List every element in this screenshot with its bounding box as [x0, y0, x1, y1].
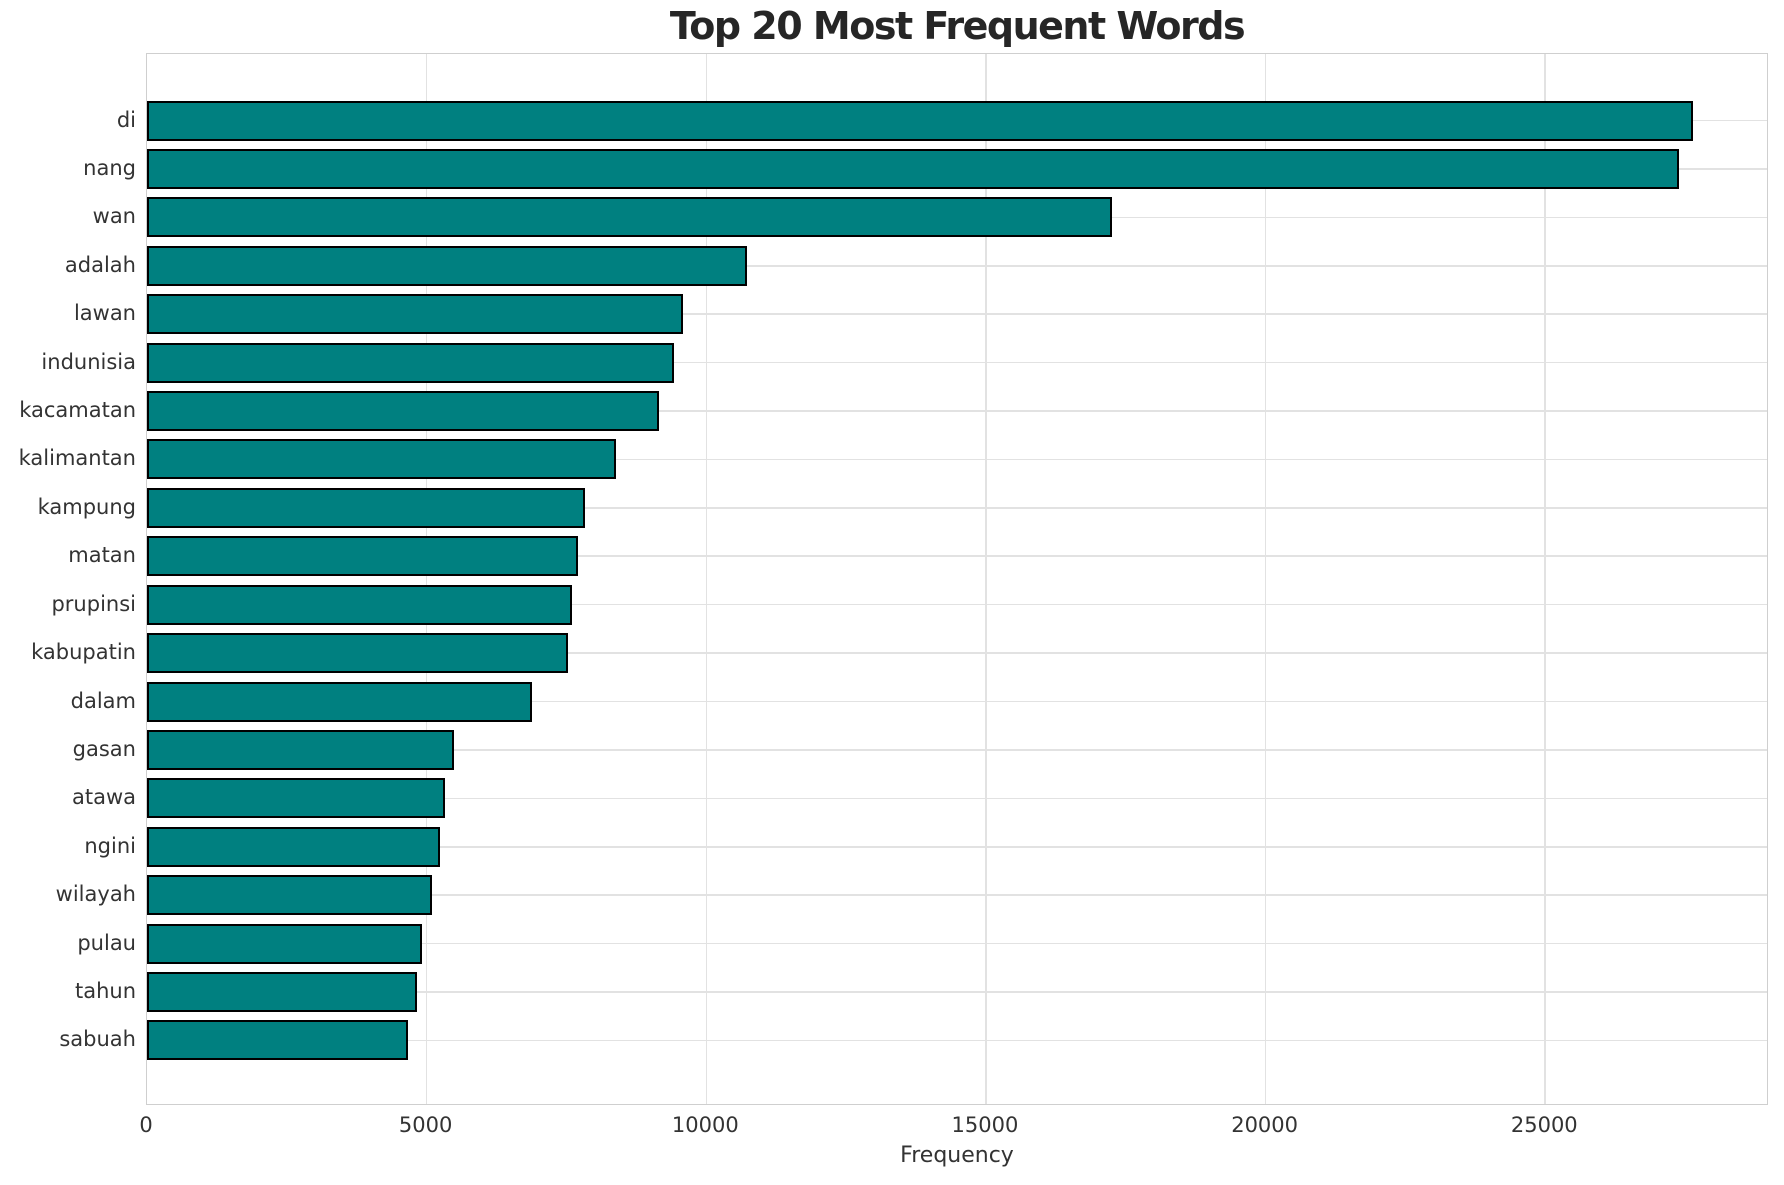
bar-ngini — [147, 826, 440, 867]
gridline-horizontal — [147, 846, 1767, 848]
gridline-horizontal — [147, 942, 1767, 945]
bar-kacamatan — [147, 391, 659, 432]
y-tick-label-kalimantan: kalimantan — [18, 446, 136, 471]
y-tick-label-pulau: pulau — [77, 930, 136, 955]
gridline-vertical — [1544, 54, 1547, 1104]
y-tick-label-kacamatan: kacamatan — [19, 398, 136, 423]
bar-di — [147, 100, 1694, 141]
gridline-horizontal — [147, 458, 1767, 461]
x-tick-label: 5000 — [398, 1113, 453, 1137]
bar-lawan — [147, 294, 683, 335]
gridline-vertical — [425, 54, 428, 1104]
y-tick-label-prupinsi: prupinsi — [51, 591, 136, 616]
gridline-horizontal — [147, 700, 1767, 703]
y-tick-label-matan: matan — [68, 543, 136, 568]
x-axis-label: Frequency — [900, 1143, 1014, 1168]
chart-title: Top 20 Most Frequent Words — [669, 4, 1246, 48]
gridline-horizontal — [147, 603, 1767, 606]
bar-gasan — [147, 729, 455, 770]
bar-kampung — [147, 487, 585, 528]
bar-dalam — [147, 681, 532, 722]
bar-adalah — [147, 245, 747, 286]
y-tick-label-gasan: gasan — [72, 736, 136, 761]
bar-matan — [147, 536, 579, 577]
y-tick-label-kabupatin: kabupatin — [31, 640, 136, 665]
y-tick-label-lawan: lawan — [73, 301, 136, 326]
gridline-horizontal — [147, 361, 1767, 364]
y-tick-label-kampung: kampung — [37, 494, 136, 519]
gridline-vertical — [1264, 54, 1267, 1104]
bar-sabuah — [147, 1020, 408, 1061]
y-tick-label-nang: nang — [83, 155, 136, 180]
y-tick-label-ngini: ngini — [84, 833, 136, 858]
bar-prupinsi — [147, 584, 572, 625]
x-tick-label: 20000 — [1231, 1113, 1299, 1137]
y-tick-label-indunisia: indunisia — [41, 349, 136, 374]
gridline-vertical — [705, 54, 708, 1104]
gridline-vertical — [985, 54, 987, 1104]
gridline-horizontal — [147, 797, 1767, 800]
bar-wilayah — [147, 875, 432, 916]
bar-wan — [147, 197, 1112, 238]
y-tick-label-dalam: dalam — [70, 688, 136, 713]
y-tick-label-adalah: adalah — [64, 252, 136, 277]
y-tick-label-tahun: tahun — [74, 979, 136, 1004]
gridline-horizontal — [147, 652, 1767, 654]
x-tick-label: 15000 — [951, 1113, 1019, 1137]
gridline-horizontal — [147, 749, 1767, 751]
bar-nang — [147, 148, 1679, 189]
gridline-horizontal — [147, 410, 1767, 412]
gridline-horizontal — [147, 555, 1767, 558]
x-tick-label: 0 — [139, 1113, 153, 1137]
y-tick-label-wilayah: wilayah — [55, 882, 136, 907]
bar-tahun — [147, 972, 417, 1013]
y-tick-label-sabuah: sabuah — [59, 1027, 136, 1052]
gridline-horizontal — [147, 991, 1767, 993]
x-tick-label: 10000 — [671, 1113, 739, 1137]
gridline-horizontal — [147, 313, 1767, 315]
gridline-horizontal — [147, 1039, 1767, 1042]
bar-indunisia — [147, 342, 674, 383]
gridline-horizontal — [147, 894, 1767, 896]
bar-pulau — [147, 923, 422, 964]
y-tick-label-di: di — [116, 107, 136, 132]
y-tick-label-wan: wan — [92, 204, 136, 229]
x-tick-label: 25000 — [1510, 1113, 1578, 1137]
y-tick-label-atawa: atawa — [71, 785, 136, 810]
bar-kabupatin — [147, 633, 568, 674]
bar-atawa — [147, 778, 445, 819]
bar-kalimantan — [147, 439, 616, 480]
gridline-horizontal — [147, 507, 1767, 509]
gridline-horizontal — [147, 264, 1767, 267]
plot-area — [146, 53, 1768, 1105]
